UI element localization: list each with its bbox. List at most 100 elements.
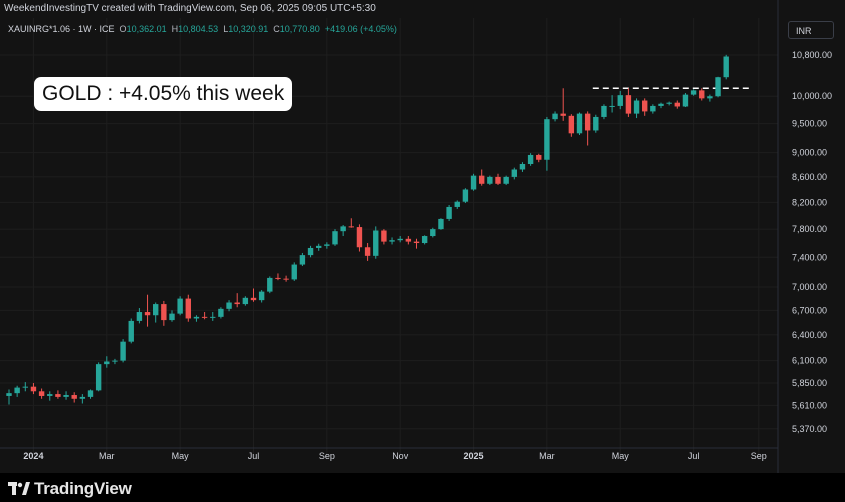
- candle-body: [299, 255, 306, 265]
- candle[interactable]: [536, 153, 542, 163]
- candle[interactable]: [226, 300, 232, 312]
- candle[interactable]: [552, 111, 558, 122]
- candle[interactable]: [258, 290, 265, 303]
- candle[interactable]: [161, 300, 167, 326]
- candle[interactable]: [381, 229, 387, 245]
- candle[interactable]: [324, 242, 330, 249]
- candle[interactable]: [47, 391, 53, 401]
- candle[interactable]: [30, 382, 37, 395]
- candle[interactable]: [307, 245, 314, 258]
- candle[interactable]: [470, 173, 477, 191]
- candle[interactable]: [666, 101, 672, 106]
- candle[interactable]: [576, 112, 583, 136]
- candle[interactable]: [79, 394, 86, 404]
- symbol-name[interactable]: XAUINRG*1.06 · 1W · ICE: [8, 24, 115, 34]
- price-chart[interactable]: 10,800.00 10,000.00 9,500.00 9,000.00 8,600.…: [0, 0, 845, 473]
- candle[interactable]: [316, 243, 322, 251]
- candle[interactable]: [63, 391, 69, 400]
- candle[interactable]: [177, 296, 183, 316]
- candle-body: [593, 116, 599, 131]
- candle[interactable]: [479, 169, 485, 186]
- candle[interactable]: [218, 307, 224, 319]
- candle[interactable]: [625, 88, 632, 117]
- candle[interactable]: [405, 236, 412, 245]
- candle[interactable]: [373, 226, 379, 259]
- candle[interactable]: [487, 175, 493, 186]
- candle[interactable]: [527, 153, 534, 166]
- candle[interactable]: [658, 102, 664, 109]
- candle[interactable]: [560, 88, 566, 121]
- candle[interactable]: [71, 392, 77, 403]
- candle[interactable]: [201, 312, 208, 320]
- candle[interactable]: [413, 238, 420, 249]
- candle[interactable]: [421, 235, 428, 245]
- candle[interactable]: [55, 390, 61, 399]
- candle[interactable]: [275, 273, 281, 281]
- candle[interactable]: [462, 188, 469, 204]
- candle[interactable]: [593, 114, 599, 133]
- candle[interactable]: [430, 227, 436, 238]
- candle[interactable]: [650, 104, 656, 114]
- candle[interactable]: [87, 389, 94, 399]
- candle[interactable]: [690, 89, 697, 96]
- candle[interactable]: [715, 76, 721, 98]
- candle-body: [674, 102, 680, 107]
- candle[interactable]: [332, 229, 338, 246]
- candle[interactable]: [503, 175, 509, 186]
- candle[interactable]: [495, 173, 501, 186]
- candle-body: [316, 245, 322, 248]
- candle[interactable]: [234, 293, 240, 308]
- candle[interactable]: [389, 237, 395, 245]
- candle[interactable]: [340, 225, 346, 237]
- candle[interactable]: [682, 93, 689, 108]
- candle[interactable]: [584, 111, 591, 146]
- candle[interactable]: [299, 252, 306, 267]
- candle[interactable]: [185, 294, 191, 322]
- candle[interactable]: [169, 310, 175, 322]
- candle[interactable]: [242, 296, 249, 306]
- candle[interactable]: [642, 98, 648, 116]
- candle[interactable]: [193, 315, 200, 322]
- candle[interactable]: [397, 236, 403, 243]
- high-value: 10,804.53: [178, 24, 219, 34]
- candle-body: [79, 396, 86, 399]
- candle[interactable]: [267, 276, 273, 294]
- candle[interactable]: [38, 388, 45, 399]
- candle[interactable]: [14, 385, 20, 397]
- candle[interactable]: [136, 308, 143, 324]
- candle-body: [584, 113, 591, 131]
- candle[interactable]: [144, 294, 151, 327]
- candle[interactable]: [446, 204, 452, 221]
- candle[interactable]: [250, 288, 257, 302]
- currency-selector[interactable]: INR: [788, 21, 834, 39]
- candle[interactable]: [519, 162, 526, 172]
- candle[interactable]: [633, 98, 640, 119]
- candle[interactable]: [291, 262, 297, 281]
- candle[interactable]: [128, 318, 134, 344]
- candle[interactable]: [95, 362, 102, 392]
- candle[interactable]: [568, 114, 575, 137]
- candle[interactable]: [544, 116, 550, 171]
- candle[interactable]: [438, 218, 444, 230]
- candle[interactable]: [674, 100, 680, 109]
- candle[interactable]: [454, 200, 460, 209]
- candle[interactable]: [617, 90, 623, 110]
- candle[interactable]: [210, 312, 216, 321]
- candle[interactable]: [120, 339, 126, 363]
- candle[interactable]: [153, 302, 159, 323]
- candle[interactable]: [112, 358, 118, 365]
- candle[interactable]: [707, 94, 713, 102]
- candle[interactable]: [723, 54, 729, 80]
- tradingview-brand[interactable]: TradingView: [8, 479, 132, 499]
- candle[interactable]: [699, 88, 705, 101]
- candle[interactable]: [511, 167, 517, 180]
- candle[interactable]: [356, 224, 363, 252]
- candle[interactable]: [283, 275, 289, 282]
- candle[interactable]: [348, 218, 354, 228]
- candle[interactable]: [6, 389, 12, 405]
- candle[interactable]: [104, 356, 110, 368]
- candle[interactable]: [364, 243, 371, 261]
- candle[interactable]: [22, 382, 28, 392]
- candle[interactable]: [609, 95, 615, 113]
- candle[interactable]: [601, 104, 607, 120]
